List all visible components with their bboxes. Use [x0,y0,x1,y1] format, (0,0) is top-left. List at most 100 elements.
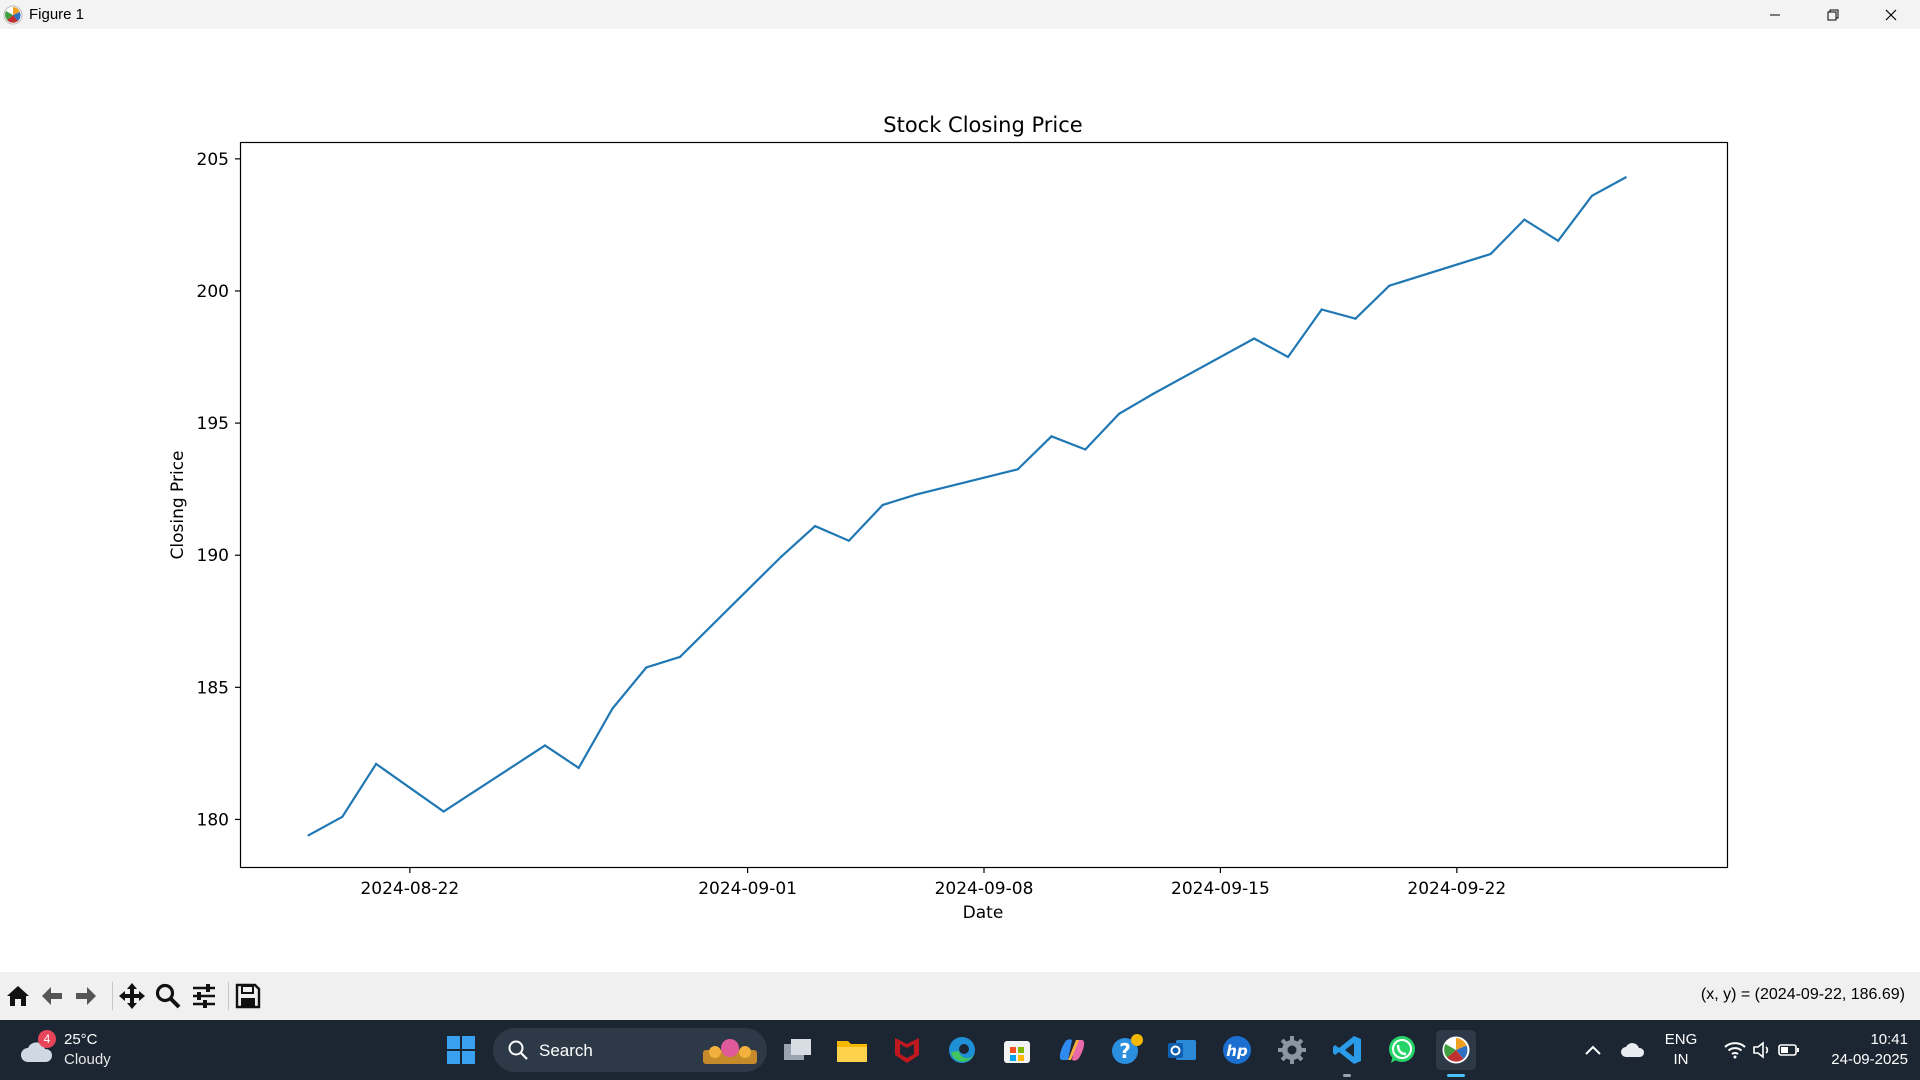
data-point [611,707,614,710]
data-point [1084,448,1087,451]
series-line [307,176,1627,837]
zoom-icon [155,983,181,1009]
clock-time[interactable]: 10:41 [1870,1031,1908,1048]
minimize-icon [1770,14,1780,15]
cursor-coordinates: (x, y) = (2024-09-22, 186.69) [1700,986,1905,1003]
close-button[interactable] [1862,0,1920,29]
x-tick-label: 2024-09-01 [698,879,797,899]
language-primary[interactable]: ENG [1664,1031,1698,1048]
home-button[interactable] [2,980,34,1012]
show-hidden-icons-button[interactable] [1573,1030,1613,1070]
y-tick-label: 200 [197,282,229,302]
weather-condition: Cloudy [64,1051,111,1068]
file-explorer-icon [837,1041,867,1062]
svg-text:hp: hp [1226,1042,1248,1060]
navigation-toolbar: (x, y) = (2024-09-22, 186.69) [0,972,1920,1020]
taskbar-search[interactable]: Search [493,1028,767,1072]
subplots-icon [193,984,215,1008]
data-point [814,525,817,528]
back-button[interactable] [36,980,68,1012]
quick-settings-button[interactable] [1717,1030,1807,1070]
data-point [341,815,344,818]
whatsapp-button[interactable] [1382,1030,1422,1070]
data-point [780,555,783,558]
file-explorer-button[interactable] [832,1030,872,1070]
data-point [1489,252,1492,256]
outlook-icon [1168,1040,1196,1060]
search-label: Search [539,1041,593,1060]
x-axis-label: Date [963,903,1004,923]
data-point [307,834,310,837]
zoom-button[interactable] [152,980,184,1012]
copilot-icon [1059,1039,1085,1061]
data-point [543,744,547,747]
pan-button[interactable] [116,980,148,1012]
toolbar-separator [112,982,113,1010]
subplots-button[interactable] [188,980,220,1012]
matplotlib-active-indicator [1447,1074,1465,1077]
y-tick-label: 190 [197,546,229,566]
figure-canvas[interactable]: Stock Closing Price 180 185 190 195 200 205 2… [0,29,1920,972]
home-icon [7,986,29,1006]
x-tick-label: 2024-08-22 [360,879,459,899]
save-button[interactable] [232,980,264,1012]
edge-button[interactable] [942,1030,982,1070]
line-chart[interactable]: Stock Closing Price 180 185 190 195 200 205 2… [0,29,1920,972]
restore-button[interactable] [1804,0,1862,29]
hp-button[interactable]: hp [1217,1030,1257,1070]
matplotlib-taskbar-button[interactable] [1436,1030,1476,1070]
copilot-button[interactable] [1052,1030,1092,1070]
data-point [1286,355,1290,359]
help-button[interactable]: ? [1107,1030,1147,1070]
close-icon [1885,9,1897,20]
start-button[interactable] [441,1030,481,1070]
forward-icon [76,987,96,1005]
toolbar-separator [228,982,229,1010]
whatsapp-icon [1389,1036,1415,1063]
settings-button[interactable] [1272,1030,1312,1070]
volume-icon [1753,1041,1769,1059]
search-highlight-icon [703,1039,757,1064]
pan-icon [119,983,145,1009]
data-point [1016,468,1019,471]
data-point [1388,284,1391,287]
hp-icon: hp [1223,1036,1251,1064]
chart-title: Stock Closing Price [883,113,1082,137]
y-tick-label: 195 [197,414,229,434]
data-point [374,762,378,766]
x-tick-label: 2024-09-22 [1407,879,1506,899]
vscode-icon [1333,1036,1361,1064]
data-point [1624,176,1627,179]
weather-widget[interactable]: 4 25°C Cloudy [20,1030,130,1072]
data-point [442,810,445,813]
data-point [1523,218,1526,221]
minimize-button[interactable] [1746,0,1804,29]
mcafee-icon [895,1038,919,1063]
wifi-icon [1724,1042,1746,1059]
data-point [1117,412,1121,415]
vscode-button[interactable] [1327,1030,1367,1070]
data-point [645,666,648,669]
microsoft-store-button[interactable] [997,1030,1037,1070]
plot-area [239,141,1729,869]
forward-button[interactable] [70,980,102,1012]
microsoft-store-icon [1004,1041,1030,1063]
data-point [1557,239,1560,242]
x-tick-label: 2024-09-15 [1171,879,1270,899]
help-icon: ? [1112,1034,1143,1064]
weather-badge: 4 [38,1030,56,1048]
data-point [915,493,918,496]
outlook-button[interactable] [1162,1030,1202,1070]
data-point [678,655,682,659]
task-view-button[interactable] [778,1030,818,1070]
data-point [1253,337,1256,340]
edge-icon [949,1037,975,1063]
onedrive-button[interactable] [1613,1030,1653,1070]
restore-icon [1827,9,1839,20]
data-point [847,539,851,542]
y-tick-label: 185 [197,678,229,698]
task-view-icon [784,1039,811,1060]
mcafee-button[interactable] [887,1030,927,1070]
windows-start-icon [447,1036,475,1064]
data-point [1354,317,1357,320]
